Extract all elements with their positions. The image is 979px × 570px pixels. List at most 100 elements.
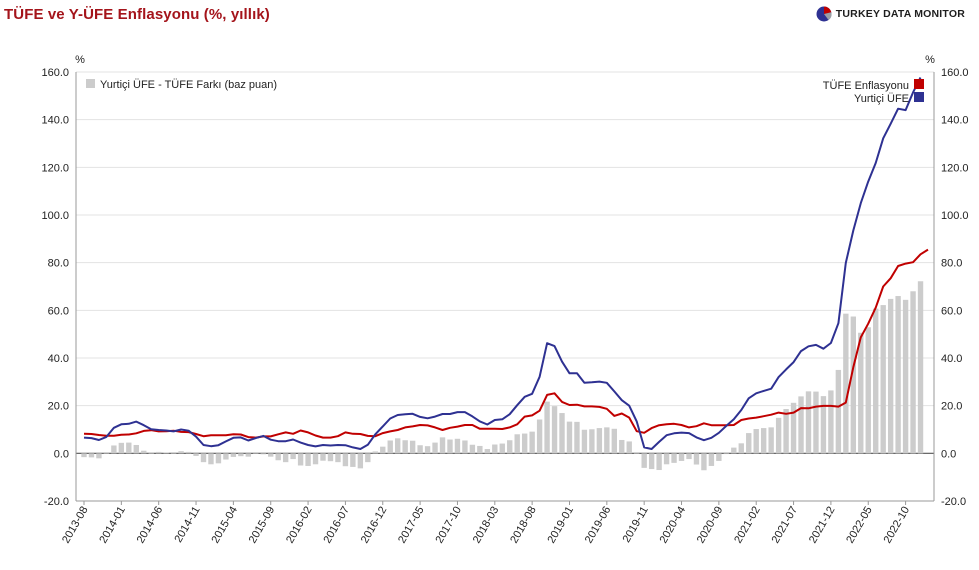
diff-bar: [701, 453, 707, 471]
diff-bar: [245, 453, 252, 457]
x-tick-label: 2021-12: [807, 505, 838, 546]
diff-bar: [238, 453, 244, 457]
x-tick-label: 2016-12: [359, 505, 390, 546]
diff-bar: [604, 427, 610, 454]
diff-bar: [133, 444, 139, 454]
diff-bar: [544, 401, 550, 454]
diff-bar: [462, 440, 468, 454]
diff-bar: [783, 409, 789, 454]
diff-bar: [417, 445, 423, 454]
diff-bar: [723, 453, 730, 455]
x-tick-label: 2019-11: [621, 505, 651, 545]
x-tick-label: 2017-10: [433, 505, 464, 546]
diff-bar: [678, 453, 685, 461]
diff-bar: [858, 332, 864, 454]
x-tick-label: 2022-05: [844, 505, 875, 546]
x-tick-label: 2016-02: [284, 505, 315, 546]
diff-bar: [402, 440, 408, 454]
x-tick-label: 2019-06: [583, 505, 614, 546]
diff-bar: [492, 444, 498, 454]
diff-bar: [589, 429, 595, 454]
y-tick-label-left: 160.0: [41, 67, 69, 79]
diff-bar: [514, 434, 520, 454]
pie-globe-icon: [816, 6, 832, 22]
brand-name: TURKEY DATA MONITOR: [835, 8, 965, 20]
brand-logo[interactable]: TURKEY DATA MONITOR: [816, 6, 965, 22]
diff-bar: [439, 437, 446, 454]
legend-label-diff: Yurtiçi ÜFE - TÜFE Farkı (baz puan): [100, 79, 277, 91]
y-tick-label-left: 140.0: [41, 115, 69, 127]
diff-bar: [312, 453, 319, 465]
diff-bar: [185, 451, 192, 454]
diff-bar: [387, 440, 393, 454]
diff-bar: [395, 438, 401, 454]
diff-bar: [716, 453, 722, 461]
diff-bar: [223, 453, 229, 460]
diff-bar: [305, 453, 311, 466]
diff-bar: [342, 453, 349, 467]
legend-label-ppi: Yurtiçi ÜFE: [854, 93, 909, 105]
diff-bar: [499, 443, 505, 454]
diff-bar: [529, 431, 535, 454]
y-tick-label-left: 80.0: [48, 258, 69, 270]
x-tick-label: 2014-11: [172, 505, 202, 545]
diff-bar: [805, 391, 812, 454]
diff-bar: [619, 439, 625, 454]
diff-bar: [208, 453, 214, 465]
diff-bar: [887, 298, 894, 454]
x-tick-label: 2016-07: [321, 505, 352, 546]
x-tick-label: 2019-01: [546, 505, 577, 546]
cpi-line: [83, 248, 929, 439]
diff-bar: [873, 308, 879, 454]
y-tick-label-left: 0.0: [54, 448, 69, 460]
diff-bar: [641, 453, 647, 468]
x-tick-label: 2022-10: [882, 505, 913, 546]
diff-bar: [626, 441, 632, 454]
diff-bar: [96, 453, 102, 459]
legend-label-cpi: TÜFE Enflasyonu: [823, 80, 909, 92]
y-tick-label-right: 140.0: [941, 115, 969, 127]
diff-bar: [290, 453, 296, 460]
diff-bar: [611, 428, 617, 454]
x-tick-label: 2018-08: [508, 505, 539, 546]
diff-bar: [574, 421, 580, 454]
diff-bar: [432, 442, 438, 454]
legend-swatch-ppi: [914, 92, 924, 102]
legend-swatch-cpi: [914, 79, 924, 89]
diff-bar: [663, 453, 670, 465]
diff-bar: [902, 299, 909, 454]
x-tick-label: 2020-04: [658, 505, 689, 546]
diff-bar: [335, 453, 341, 463]
diff-bar: [648, 453, 655, 470]
y-tick-label-right: 60.0: [941, 305, 962, 317]
diff-bar: [111, 445, 117, 454]
diff-bar: [775, 417, 782, 454]
diff-bar: [895, 296, 901, 454]
diff-bar: [828, 390, 834, 454]
diff-bar: [126, 442, 132, 454]
diff-bar: [103, 453, 110, 454]
y-tick-label-right: -20.0: [941, 496, 966, 508]
x-tick-label: 2014-01: [97, 505, 128, 546]
diff-bar: [507, 440, 513, 454]
diff-bar: [409, 440, 416, 454]
diff-bar: [297, 453, 304, 466]
diff-bar: [253, 453, 259, 454]
diff-bar: [282, 453, 289, 463]
diff-bar: [215, 453, 222, 464]
diff-bar: [521, 433, 528, 454]
diff-bar: [746, 433, 752, 454]
y-tick-label-right: 120.0: [941, 162, 969, 174]
diff-bar: [275, 453, 281, 461]
diff-bar: [469, 444, 476, 454]
diff-bar: [193, 453, 199, 456]
x-tick-label: 2020-09: [695, 505, 726, 546]
y-unit-left: %: [75, 54, 85, 66]
diff-bar: [820, 396, 827, 454]
diff-bar: [551, 406, 558, 454]
diff-bar: [731, 447, 737, 454]
diff-bar: [850, 316, 856, 454]
diff-bar: [917, 281, 924, 454]
diff-bar: [268, 453, 274, 457]
